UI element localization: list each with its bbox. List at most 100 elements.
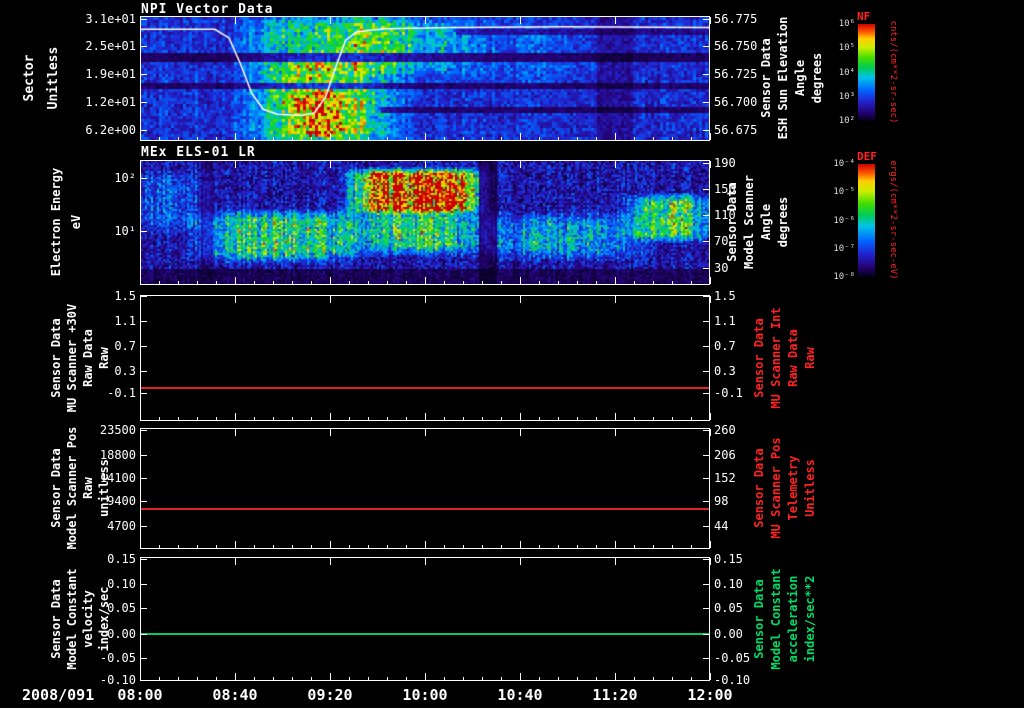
- tick-mark: [596, 677, 597, 680]
- tick-mark: [254, 281, 255, 284]
- tick-mark: [634, 417, 635, 420]
- tick-mark: [703, 477, 709, 479]
- tick-mark: [235, 417, 236, 420]
- tick-mark: [615, 558, 616, 565]
- colorbar-tick-label: 10⁻⁵: [833, 187, 855, 198]
- tick-mark: [425, 161, 426, 168]
- colorbar-tick-label: 10⁻⁷: [833, 243, 855, 254]
- tick-mark: [653, 281, 654, 284]
- tick-mark: [425, 296, 426, 303]
- y-tick-label: 1.1: [714, 314, 736, 329]
- tick-mark: [330, 673, 331, 680]
- tick-mark: [330, 281, 331, 284]
- tick-mark: [141, 657, 147, 659]
- tick-mark: [672, 137, 673, 140]
- panel-els-title: MEx ELS-01 LR: [141, 145, 256, 160]
- tick-mark: [615, 296, 616, 303]
- y-tick-label: 0.15: [107, 551, 136, 566]
- tick-mark: [141, 477, 147, 479]
- colorbar-tick-label: 10⁴: [838, 67, 855, 78]
- y-tick-label: 56.675: [714, 122, 758, 137]
- tick-mark: [197, 417, 198, 420]
- npi-left-axis-label: Sector Unitless: [22, 46, 61, 110]
- tick-mark: [710, 161, 711, 168]
- tick-mark: [710, 413, 711, 420]
- y-tick-label: 10¹: [114, 224, 136, 239]
- tick-mark: [235, 133, 236, 140]
- tick-mark: [330, 296, 331, 303]
- tick-mark: [539, 417, 540, 420]
- npi-right-axis-label: Sensor Data ESH Sun Elevation Angle degr…: [759, 16, 824, 140]
- tick-mark: [292, 677, 293, 680]
- tick-mark: [558, 545, 559, 548]
- tick-mark: [482, 545, 483, 548]
- tick-mark: [368, 281, 369, 284]
- tick-mark: [482, 417, 483, 420]
- tick-mark: [311, 677, 312, 680]
- tick-mark: [140, 429, 141, 436]
- tick-mark: [634, 545, 635, 548]
- tick-mark: [501, 677, 502, 680]
- x-tick-label: 10:00: [402, 686, 448, 704]
- tick-mark: [368, 677, 369, 680]
- tick-mark: [330, 558, 331, 565]
- tick-mark: [463, 281, 464, 284]
- tick-mark: [703, 73, 709, 75]
- y-tick-label: 1.5: [114, 289, 136, 304]
- tick-mark: [703, 584, 709, 586]
- tick-mark: [235, 677, 236, 680]
- tick-mark: [520, 137, 521, 140]
- tick-mark: [425, 17, 426, 24]
- y-tick-label: 56.700: [714, 95, 758, 110]
- tick-mark: [349, 677, 350, 680]
- tick-mark: [140, 541, 141, 548]
- tick-mark: [425, 417, 426, 420]
- tick-mark: [292, 137, 293, 140]
- tick-mark: [235, 281, 236, 284]
- tick-mark: [703, 501, 709, 503]
- tick-mark: [368, 545, 369, 548]
- tick-mark: [140, 413, 141, 420]
- y-tick-label: 2.5e+01: [85, 39, 136, 53]
- tick-mark: [634, 281, 635, 284]
- tick-mark: [141, 501, 147, 503]
- tick-mark: [330, 277, 331, 284]
- tick-mark: [596, 545, 597, 548]
- tick-mark: [178, 137, 179, 140]
- tick-mark: [141, 321, 147, 323]
- tick-mark: [501, 545, 502, 548]
- tick-mark: [425, 429, 426, 436]
- tick-mark: [292, 417, 293, 420]
- tick-mark: [703, 679, 709, 681]
- tick-mark: [178, 677, 179, 680]
- tick-mark: [387, 545, 388, 548]
- tick-mark: [577, 545, 578, 548]
- tick-mark: [141, 296, 147, 298]
- tick-mark: [349, 137, 350, 140]
- tick-mark: [615, 413, 616, 420]
- tick-mark: [577, 677, 578, 680]
- y-tick-label: -0.10: [714, 672, 751, 687]
- tick-mark: [634, 677, 635, 680]
- tick-mark: [140, 17, 141, 24]
- tick-mark: [330, 413, 331, 420]
- tick-mark: [425, 558, 426, 565]
- tick-mark: [577, 417, 578, 420]
- tick-mark: [141, 18, 147, 20]
- tick-mark: [292, 545, 293, 548]
- y-tick-label: 0.7: [714, 339, 736, 354]
- colorbar-tick-label: 10⁶: [838, 19, 855, 29]
- tick-mark: [254, 137, 255, 140]
- tick-mark: [703, 558, 709, 560]
- tick-mark: [691, 677, 692, 680]
- y-tick-label: 56.775: [714, 11, 758, 26]
- tick-mark: [596, 281, 597, 284]
- tick-mark: [178, 545, 179, 548]
- y-tick-label: 1.5: [714, 289, 736, 304]
- tick-mark: [710, 133, 711, 140]
- tick-mark: [235, 545, 236, 548]
- y-tick-label: 6.2e+00: [85, 122, 136, 137]
- y-tick-label: 152: [714, 470, 736, 485]
- tick-mark: [703, 215, 709, 216]
